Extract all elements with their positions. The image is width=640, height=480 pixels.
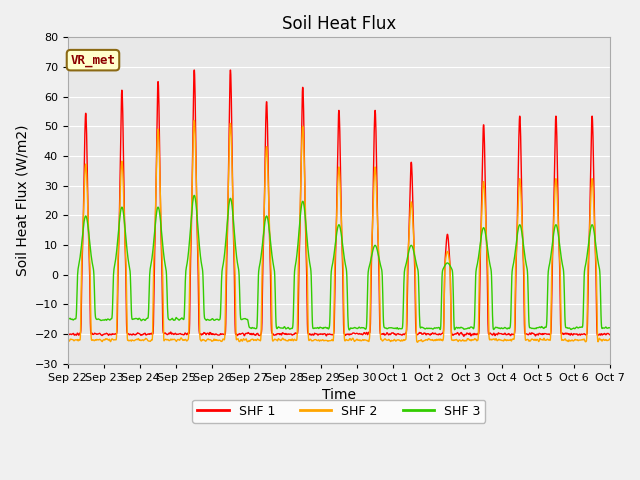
- SHF 1: [64, 330, 72, 336]
- SHF 3: [64, 316, 72, 322]
- SHF 2: [559, 337, 566, 343]
- SHF 1: [497, 331, 505, 336]
- SHF 3: [216, 317, 223, 323]
- SHF 1: [355, 331, 362, 337]
- SHF 1: [606, 332, 614, 338]
- SHF 3: [497, 325, 505, 331]
- SHF 2: [606, 336, 614, 342]
- SHF 1: [216, 332, 223, 338]
- SHF 1: [460, 334, 468, 339]
- Text: VR_met: VR_met: [70, 54, 115, 67]
- SHF 2: [64, 338, 72, 344]
- SHF 2: [191, 118, 198, 123]
- Line: SHF 2: SHF 2: [68, 120, 610, 342]
- Title: Soil Heat Flux: Soil Heat Flux: [282, 15, 396, 33]
- SHF 1: [574, 332, 582, 338]
- SHF 2: [355, 337, 362, 343]
- SHF 3: [367, 258, 374, 264]
- SHF 1: [367, 320, 374, 326]
- SHF 3: [559, 263, 566, 268]
- SHF 2: [574, 337, 582, 343]
- Legend: SHF 1, SHF 2, SHF 3: SHF 1, SHF 2, SHF 3: [193, 400, 485, 423]
- Line: SHF 3: SHF 3: [68, 195, 610, 330]
- SHF 3: [190, 192, 198, 198]
- SHF 1: [190, 67, 198, 73]
- SHF 1: [559, 330, 566, 336]
- Y-axis label: Soil Heat Flux (W/m2): Soil Heat Flux (W/m2): [15, 125, 29, 276]
- SHF 2: [497, 337, 505, 343]
- SHF 2: [413, 339, 421, 345]
- SHF 2: [367, 290, 374, 296]
- SHF 3: [606, 325, 614, 331]
- SHF 3: [574, 325, 582, 331]
- SHF 2: [216, 337, 223, 343]
- SHF 3: [355, 324, 363, 330]
- Line: SHF 1: SHF 1: [68, 70, 610, 336]
- SHF 3: [346, 327, 353, 333]
- X-axis label: Time: Time: [322, 388, 356, 402]
